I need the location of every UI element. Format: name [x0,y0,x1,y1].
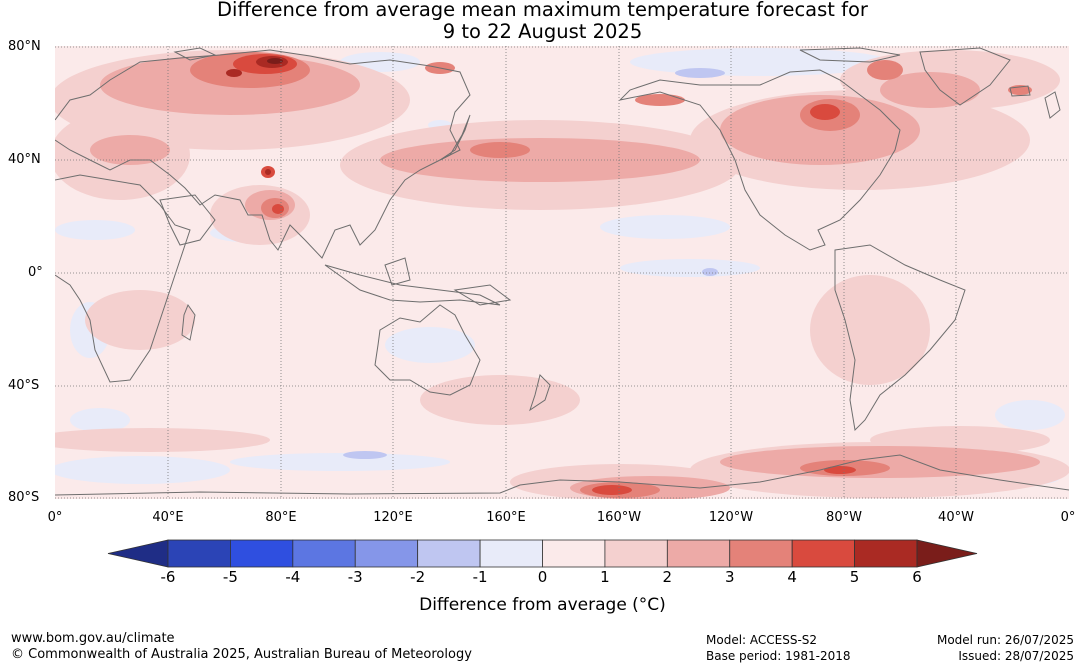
japan-coastline [439,114,471,161]
issued-date: Issued: 28/07/2025 [958,649,1074,663]
colorbar-swatch [604,539,668,568]
model-run-date: Model run: 26/07/2025 [936,633,1074,647]
new-guinea-coastline [453,284,512,306]
lon-label-0-left: 0° [47,510,63,525]
australia-coastline [374,304,481,396]
map-title-line-2: 9 to 22 August 2025 [442,20,643,43]
colorbar-swatch [230,539,294,568]
warm-anomaly-extreme [267,58,283,64]
lat-label-equator: 0° [28,265,43,280]
cool-anomaly-cores [343,68,725,459]
colorbar-tick-label: 2 [662,568,673,586]
north-america-coastline [618,69,901,251]
colorbar-tick-label: 6 [912,568,922,586]
lat-label-40n: 40°N [8,152,41,167]
antarctica-coastline [55,454,1069,496]
colorbar-tick-label: 1 [600,568,610,586]
indonesia-coastline [324,264,501,306]
colorbar-swatch [666,539,731,568]
africa-coastline [55,174,191,383]
colorbar-tick-label: -5 [222,568,238,586]
madagascar-coastline [181,303,196,341]
borneo-coastline [384,257,411,286]
colorbar-extend-low [107,539,169,568]
lat-label-40s: 40°S [8,378,40,393]
colorbar-swatch [354,539,419,568]
colorbar-tick-label: -4 [285,568,301,586]
colorbar-swatch [167,539,231,568]
colorbar-label: Difference from average (°C) [419,595,666,615]
lon-label-40e: 40°E [152,510,184,525]
lon-label-120w: 120°W [708,510,754,525]
colorbar-extend-high [916,539,978,568]
colorbar-tick-label: 0 [537,568,548,586]
new-zealand-coastline [529,374,551,412]
iceland-coastline [1009,85,1031,97]
copyright-notice: © Commonwealth of Australia 2025, Austra… [11,647,472,662]
lon-label-0-right: 0° [1060,510,1076,525]
base-period: Base period: 1981-2018 [706,649,851,663]
colorbar-swatch [479,539,543,568]
colorbar-tick-label: 4 [787,568,797,586]
model-name: Model: ACCESS-S2 [706,633,818,647]
lon-label-120e: 120°E [373,510,413,525]
colorbar-swatch [729,539,793,568]
colorbar-swatch [292,539,356,568]
coastlines [55,47,1069,496]
lon-label-160w: 160°W [596,510,642,525]
colorbar-tick-label: -6 [160,568,176,586]
lon-label-160e: 160°E [486,510,526,525]
south-america-coastline [834,244,966,432]
lon-label-80w: 80°W [826,510,862,525]
colorbar-swatch [854,539,918,568]
colorbar [107,539,978,568]
colorbar-tick-label: -3 [347,568,363,586]
colorbar-tick-label: -2 [410,568,426,586]
novaya-zemlya-coastline [173,47,217,61]
map-title-line-1: Difference from average mean maximum tem… [217,0,868,21]
colorbar-swatch [791,539,855,568]
graticule [55,46,1069,499]
colorbar-swatch [417,539,481,568]
colorbar-swatch [542,539,606,568]
colorbar-tick-label: -1 [472,568,488,586]
website-url: www.bom.gov.au/climate [11,631,175,646]
arabia-coastline [159,194,216,246]
eurasia-coastline [55,49,471,259]
lon-label-40w: 40°W [938,510,974,525]
lat-label-80n: 80°N [8,39,41,54]
colorbar-tick-label: 3 [724,568,735,586]
lat-label-80s: 80°S [8,490,40,505]
canadian-archipelago-coastline [799,47,901,63]
colorbar-tick-label: 5 [849,568,860,586]
lon-label-80e: 80°E [265,510,297,525]
british-isles-coastline [1044,91,1061,119]
greenland-coastline [919,47,1011,106]
